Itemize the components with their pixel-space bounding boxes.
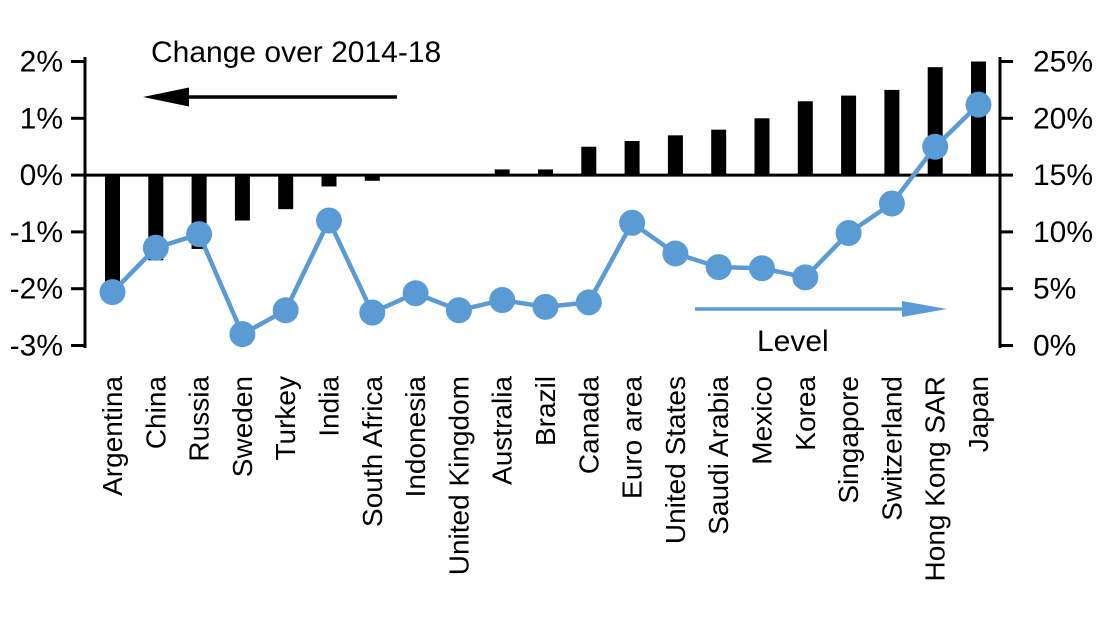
category-label-india: India (314, 376, 345, 437)
category-label-united-states: United States (660, 376, 691, 544)
category-label-sweden: Sweden (227, 376, 258, 477)
bar-euro-area (624, 141, 640, 176)
level-dot-united-states (662, 240, 689, 267)
bar-australia (494, 169, 510, 176)
bar-japan (971, 61, 986, 176)
category-label-singapore: Singapore (833, 376, 864, 504)
level-dot-korea (792, 264, 819, 291)
line-series-label: Level (757, 325, 829, 358)
bar-sweden (234, 175, 250, 221)
category-label-argentina: Argentina (97, 376, 128, 496)
bar-united-states (667, 135, 683, 176)
category-label-turkey: Turkey (270, 376, 301, 461)
category-label-hong-kong-sar: Hong Kong SAR (920, 376, 951, 581)
category-label-switzerland: Switzerland (876, 376, 907, 521)
bar-switzerland (884, 89, 900, 176)
left-axis-tick-label: -1% (10, 216, 63, 249)
bar-saudi-arabia (711, 129, 727, 176)
right-arrow-icon (902, 301, 947, 317)
left-axis-tick-label: -3% (10, 330, 63, 363)
bar-mexico (754, 118, 770, 176)
bar-korea (797, 101, 813, 176)
left-arrow-icon (143, 87, 189, 107)
level-dot-china (142, 234, 169, 261)
category-label-mexico: Mexico (747, 376, 778, 465)
right-axis-tick-label: 10% (1033, 216, 1093, 249)
category-label-united-kingdom: United Kingdom (443, 376, 474, 575)
bar-turkey (278, 175, 294, 210)
level-dot-united-kingdom (445, 297, 472, 324)
level-dot-hong-kong-sar (922, 133, 949, 160)
left-axis-tick-label: 0% (20, 159, 63, 192)
category-label-indonesia: Indonesia (400, 376, 431, 498)
right-axis-tick-label: 20% (1033, 102, 1093, 135)
left-axis-tick-label: 1% (20, 102, 63, 135)
level-dot-switzerland (878, 190, 905, 217)
chart-generated-layer: 2% 1% 0% -1% -2% -3% 25% 20% 15% 10% 5% 0% Argentina… (10, 46, 1093, 582)
bar-south-africa (364, 175, 380, 181)
right-axis-tick-label: 5% (1033, 273, 1076, 306)
category-label-saudi-arabia: Saudi Arabia (703, 376, 734, 535)
level-dot-turkey (272, 297, 299, 324)
level-dot-australia (489, 287, 516, 314)
bars-series-title: Change over 2014-18 (151, 36, 441, 69)
level-dot-euro-area (619, 209, 646, 236)
category-label-russia: Russia (184, 376, 215, 462)
level-dot-indonesia (402, 280, 429, 307)
right-axis-tick-label: 15% (1033, 159, 1093, 192)
right-axis-tick-label: 0% (1033, 330, 1076, 363)
left-axis-tick-label: -2% (10, 273, 63, 306)
bar-brazil (538, 169, 553, 176)
bar-india (321, 175, 337, 187)
category-label-china: China (140, 376, 171, 450)
category-label-japan: Japan (963, 376, 994, 452)
bar-canada (581, 146, 597, 176)
level-dot-brazil (532, 293, 559, 320)
left-axis-tick-label: 2% (20, 46, 63, 79)
category-label-australia: Australia (487, 376, 518, 485)
category-label-south-africa: South Africa (357, 376, 388, 527)
level-dot-mexico (749, 255, 775, 282)
category-label-euro-area: Euro area (617, 376, 648, 499)
level-dot-japan (965, 91, 992, 118)
bar-singapore (841, 95, 857, 176)
level-dot-sweden (229, 321, 256, 348)
category-label-korea: Korea (790, 376, 821, 451)
level-dot-south-africa (359, 299, 386, 326)
level-dot-saudi-arabia (705, 254, 732, 281)
category-label-brazil: Brazil (530, 376, 561, 446)
level-dot-canada (575, 289, 602, 316)
level-dot-russia (186, 221, 213, 248)
level-dot-argentina (99, 279, 126, 306)
level-dot-india (316, 207, 342, 234)
category-label-canada: Canada (573, 376, 604, 475)
level-dot-singapore (835, 220, 862, 247)
right-axis-tick-label: 25% (1033, 46, 1093, 79)
bar-argentina (105, 175, 120, 289)
